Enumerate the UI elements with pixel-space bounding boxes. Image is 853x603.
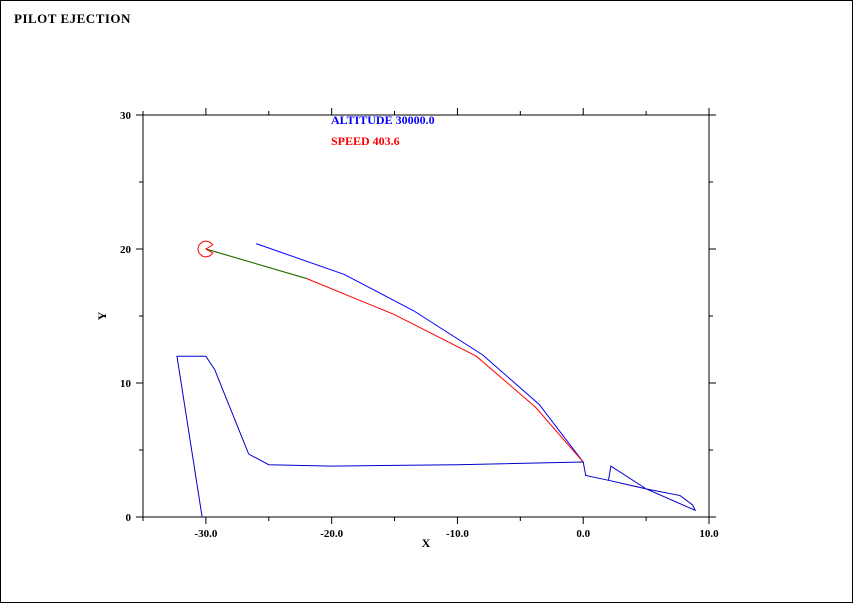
upper_path-line	[256, 243, 584, 463]
x-tick-label: -10.0	[446, 528, 469, 540]
y-tick-label: 10	[120, 378, 132, 390]
x-tick-label: -20.0	[320, 528, 343, 540]
y-tick-label: 20	[120, 244, 132, 256]
pilot-head	[197, 240, 214, 258]
y-tick-label: 30	[120, 110, 132, 122]
data-series	[176, 243, 697, 518]
x-tick-label: 0.0	[576, 528, 590, 540]
axis-ticks	[136, 108, 716, 524]
y-axis-label: Y	[95, 311, 109, 320]
page-title: PILOT EJECTION	[14, 11, 131, 26]
y-tick-label: 0	[126, 512, 132, 524]
recent_path-line	[205, 248, 307, 279]
x-tick-label: 10.0	[699, 528, 719, 540]
x-tick-label: -30.0	[194, 528, 217, 540]
pilot-marker	[197, 240, 214, 258]
tick-labels: -30.0 -20.0 -10.0 0.0 10.0 0 10 20 30	[120, 110, 719, 540]
plot-area	[142, 114, 710, 518]
x-axis-label: X	[422, 536, 431, 550]
aircraft-line	[176, 355, 697, 518]
lower_path-line	[205, 248, 584, 463]
speed-readout: SPEED 403.6	[331, 134, 400, 148]
altitude-readout: ALTITUDE 30000.0	[331, 113, 435, 127]
